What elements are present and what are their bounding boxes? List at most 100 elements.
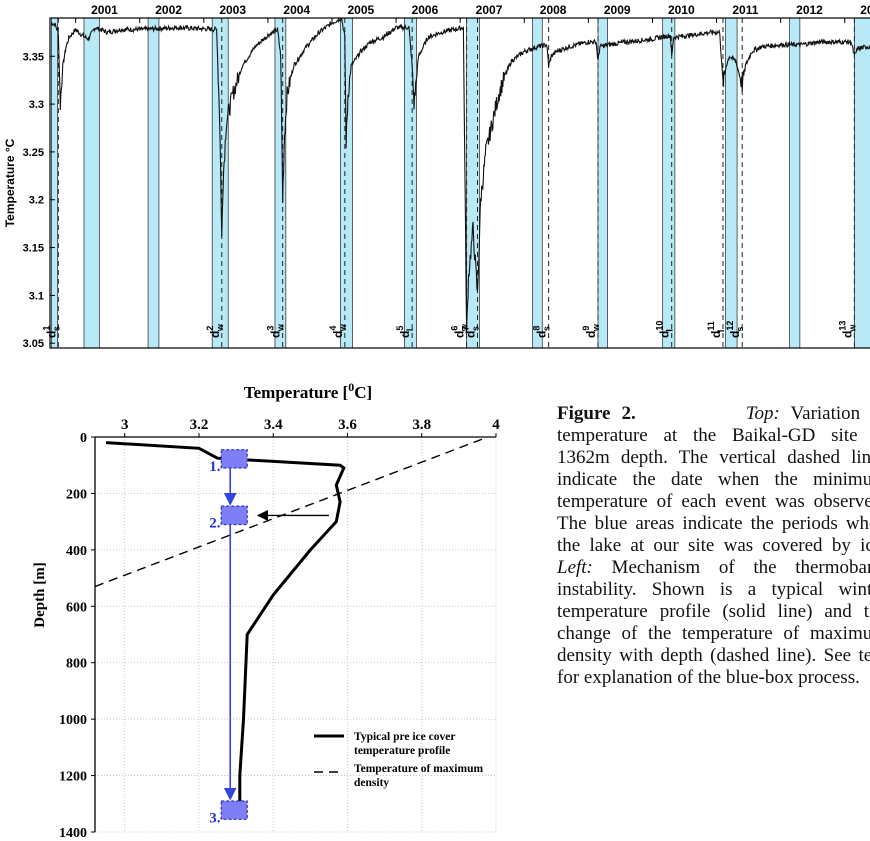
- event-label-sup: 1: [41, 326, 51, 331]
- event-label-sup: 13: [837, 321, 847, 331]
- y-axis-title: Depth [m]: [32, 562, 48, 627]
- caption-top-text: Variation of temperature at the Baikal-G…: [557, 403, 870, 556]
- event-label-sup: 3: [266, 326, 276, 331]
- ice-band: [404, 17, 417, 349]
- event-label: d9w: [581, 323, 601, 338]
- event-label-base: d: [398, 331, 412, 338]
- process-arrows: [223, 468, 329, 801]
- event-label-sub: w: [847, 324, 857, 333]
- temperature-line: [51, 17, 870, 332]
- y-tick-label: 1400: [59, 826, 87, 841]
- event-label: d10l: [655, 321, 675, 338]
- temp-tick-label: 3.25: [23, 147, 44, 159]
- ice-band: [662, 17, 676, 349]
- event-label: d1s: [41, 326, 61, 338]
- event-label-text: d1s: [41, 326, 61, 338]
- temp-tick-label: 3.3: [29, 99, 44, 111]
- ice-band: [211, 17, 229, 349]
- event-label-base: d: [709, 331, 723, 338]
- event-label-sub: l: [405, 329, 415, 332]
- ice-band: [597, 17, 608, 349]
- max-density-line: [94, 436, 489, 588]
- top-plot-frame: [49, 17, 870, 349]
- temperature-timeseries-chart: 2001 2002 2003 2004 2005 2006 2007 2008 2009 2010…: [3, 3, 870, 350]
- figure-label: Figure 2.: [557, 403, 636, 424]
- event-label-sub: s: [470, 326, 480, 331]
- event-label-base: d: [269, 331, 283, 338]
- year-tick-label: 2005: [347, 3, 374, 17]
- ice-band: [854, 17, 870, 349]
- event-label-sub: s: [542, 326, 552, 331]
- year-tick-label: 2001: [91, 3, 118, 17]
- year-tick-label: 2003: [219, 3, 246, 17]
- x-tick-label: 3.4: [264, 417, 283, 433]
- event-label-sub: w: [460, 323, 470, 332]
- event-label: d3w: [266, 323, 286, 338]
- event-label-sup: 2: [205, 326, 215, 331]
- event-label-text: d5l: [395, 326, 415, 338]
- caption-left-label: Left:: [557, 557, 593, 578]
- ice-band: [532, 17, 543, 349]
- event-label-base: d: [535, 331, 549, 338]
- event-label-sup: 10: [655, 321, 665, 331]
- year-tick-label: 2011: [732, 3, 758, 17]
- event-label: d7s: [460, 326, 480, 338]
- event-label: d11l: [706, 321, 726, 338]
- event-label-text: d8s: [532, 326, 552, 338]
- y-tick-label: 800: [66, 657, 87, 672]
- year-tick-label: 2002: [155, 3, 182, 17]
- y-tick-label: 1000: [59, 713, 87, 728]
- blue-box-label: 3.: [209, 810, 221, 826]
- event-label-sup: 4: [328, 326, 338, 331]
- ice-band: [83, 17, 100, 349]
- x-tick-labels: 3 3.2 3.4 3.6 3.8 4: [121, 417, 500, 437]
- event-label-sup: 12: [725, 321, 735, 331]
- event-label-base: d: [453, 331, 467, 338]
- event-label-text: d12s: [725, 321, 745, 338]
- event-label-sub: s: [735, 327, 745, 332]
- year-tick-label: 2012: [796, 3, 823, 17]
- caption-top-label: Top:: [745, 403, 780, 424]
- grid-lines: [95, 437, 497, 833]
- event-label: d5l: [395, 326, 415, 338]
- temp-tick-label: 3.2: [29, 195, 44, 207]
- blue-box: [220, 800, 248, 820]
- event-label-text: d7s: [460, 326, 480, 338]
- temp-tick-label: 3.35: [23, 51, 44, 63]
- event-label-base: d: [208, 331, 222, 338]
- event-label: d13w: [837, 321, 857, 338]
- blue-box: [220, 505, 248, 526]
- event-label-text: d11l: [706, 321, 726, 338]
- y-tick-label: 0: [80, 431, 87, 446]
- ice-period-bands: [50, 17, 870, 349]
- y-tick-label: 200: [66, 487, 87, 502]
- year-tick-label: 2006: [412, 3, 439, 17]
- y-tick-label: 400: [66, 544, 87, 559]
- thermobaric-profile-chart: 3 3.2 3.4 3.6 3.8 4 0 200 400 600 800 1000 1200 1400…: [32, 380, 500, 841]
- event-label-base: d: [728, 331, 742, 338]
- event-label-sub: s: [51, 326, 61, 331]
- top-y-axis-label: Temperature °C: [3, 138, 17, 227]
- blue-box-label: 2.: [209, 515, 221, 531]
- x-axis-title-sup: 0: [348, 380, 354, 394]
- year-tick-label: 2010: [668, 3, 695, 17]
- blue-box: [220, 449, 248, 469]
- event-label-text: d10l: [655, 321, 675, 338]
- temperature-series: [51, 17, 870, 332]
- ice-band: [50, 17, 58, 349]
- event-label: d2w: [205, 323, 225, 338]
- event-label-sub: w: [591, 323, 601, 332]
- legend-label-profile: temperature profile: [354, 745, 450, 757]
- event-label-sup: 7: [460, 326, 470, 331]
- ice-band: [789, 17, 801, 349]
- event-label-base: d: [463, 331, 477, 338]
- year-tick-labels: 2001 2002 2003 2004 2005 2006 2007 2008 2009 2010…: [75, 3, 870, 23]
- event-label-sub: w: [215, 323, 225, 332]
- x-axis-title-tail: C]: [354, 383, 372, 402]
- axes: [94, 436, 496, 832]
- year-tick-label: 2008: [540, 3, 567, 17]
- event-label-sup: 6: [450, 326, 460, 331]
- legend-label-max-density: density: [354, 777, 389, 789]
- legend-label-profile: Typical pre ice cover: [354, 731, 455, 743]
- year-tick-label: 2004: [283, 3, 310, 17]
